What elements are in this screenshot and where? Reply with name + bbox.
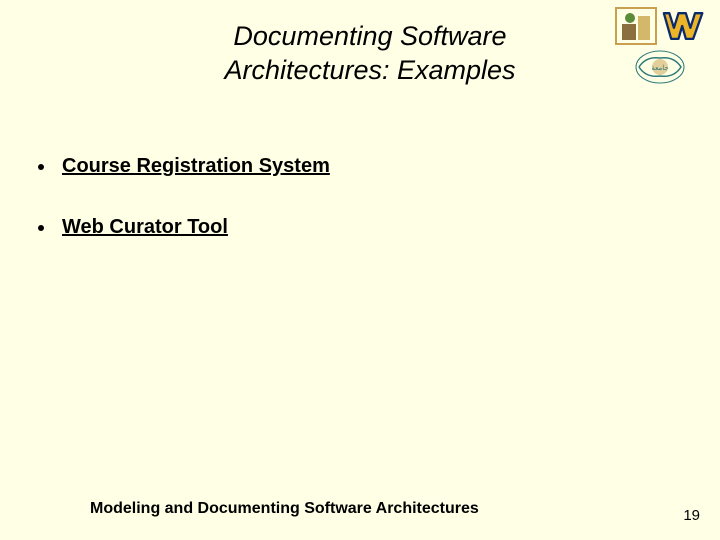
bullet-dot-icon: [38, 225, 44, 231]
list-item: Web Curator Tool: [38, 216, 330, 239]
svg-text:جامعة: جامعة: [651, 64, 668, 72]
wv-logo-icon: [662, 6, 706, 46]
page-number: 19: [683, 507, 700, 524]
bullet-link[interactable]: Web Curator Tool: [62, 216, 228, 239]
institution-logo-icon: [614, 6, 658, 46]
bullet-link[interactable]: Course Registration System: [62, 155, 330, 178]
slide-title: Documenting Software Architectures: Exam…: [170, 20, 570, 88]
footer-text: Modeling and Documenting Software Archit…: [90, 500, 479, 518]
bullet-dot-icon: [38, 164, 44, 170]
logo-row: [614, 6, 706, 46]
logo-area: جامعة: [614, 6, 706, 91]
list-item: Course Registration System: [38, 155, 330, 178]
seal-logo-icon: جامعة: [633, 48, 687, 91]
bullet-list: Course Registration System Web Curator T…: [38, 155, 330, 277]
